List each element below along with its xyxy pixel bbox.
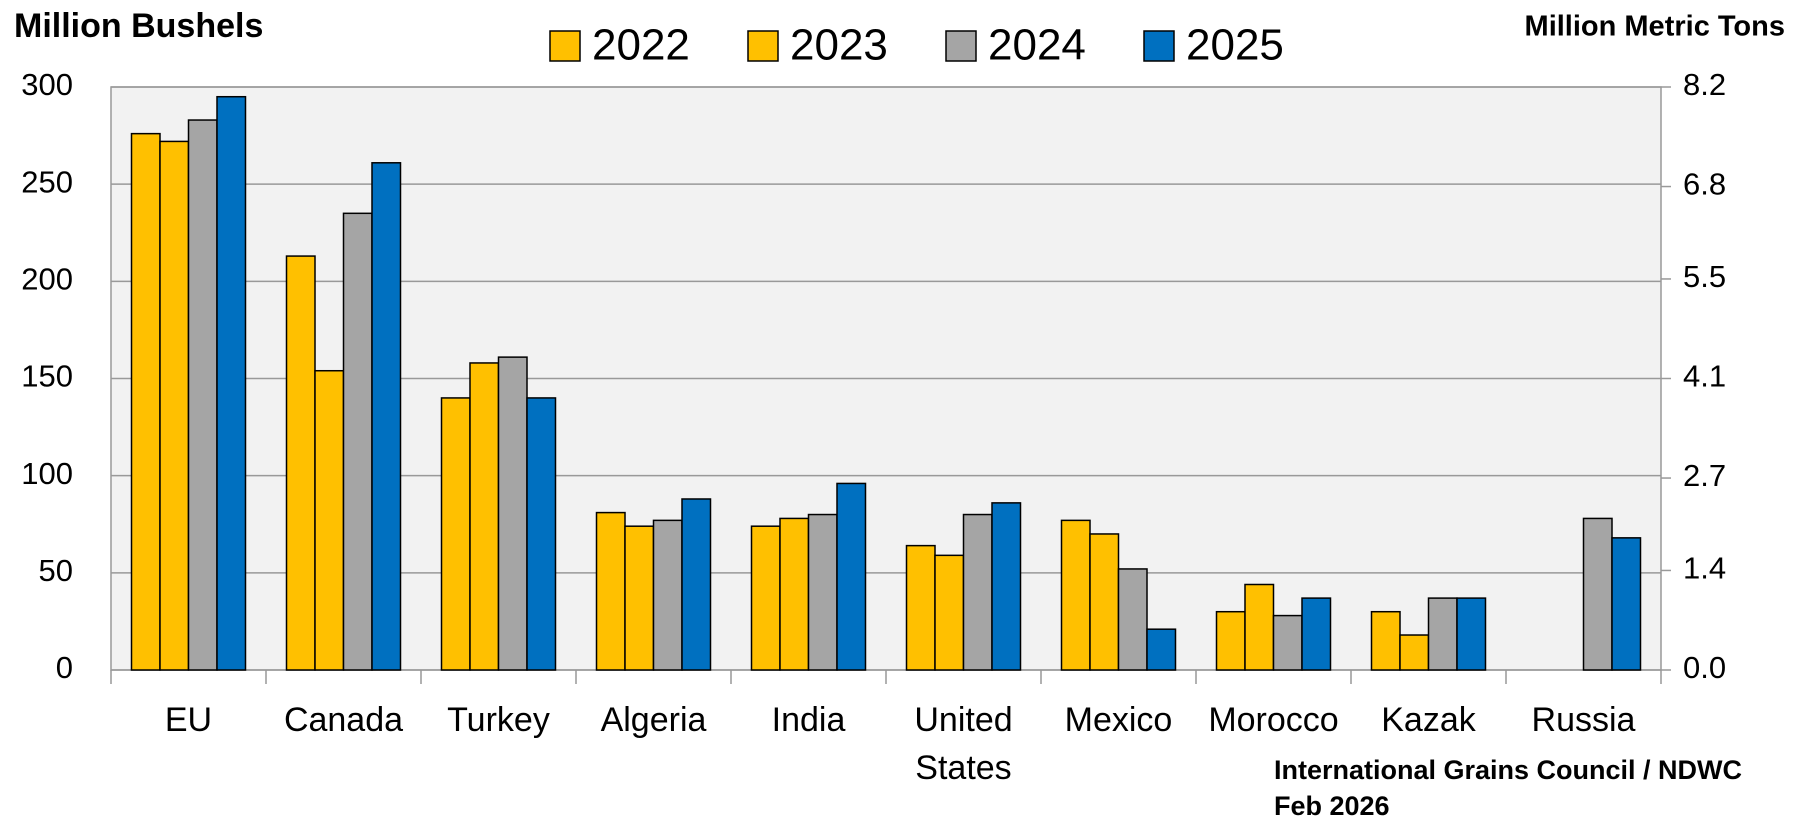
legend-label: 2025 (1186, 21, 1284, 70)
x-tick-label: Turkey (447, 701, 550, 739)
bar (1146, 628, 1177, 671)
bar (1060, 519, 1091, 671)
bar (1611, 537, 1642, 671)
bar (779, 517, 810, 671)
bar (1301, 597, 1332, 671)
y-tick-label: 150 (21, 359, 73, 394)
bar (1089, 533, 1120, 671)
bar (285, 255, 316, 671)
bar (1244, 583, 1275, 671)
bar (1370, 610, 1401, 671)
x-tick-label: India (771, 701, 846, 739)
x-tick-label: Canada (283, 701, 404, 739)
y2-axis-title: Million Metric Tons (1525, 11, 1785, 43)
bar (1427, 597, 1458, 671)
y-tick-label: 300 (21, 67, 73, 102)
bar (807, 513, 838, 671)
bar (681, 498, 712, 671)
y2-tick-label: 6.8 (1683, 167, 1726, 202)
bar (1582, 517, 1613, 671)
bar (1215, 610, 1246, 671)
legend-swatch (747, 30, 779, 62)
bar (342, 212, 373, 671)
y-tick-label: 0 (56, 650, 73, 685)
y2-tick-label: 2.7 (1683, 458, 1726, 493)
y-tick-label: 100 (21, 456, 73, 491)
y2-tick-label: 8.2 (1683, 67, 1726, 102)
legend-label: 2022 (592, 21, 690, 70)
bar (991, 502, 1022, 671)
y2-tick-label: 0.0 (1683, 650, 1726, 685)
y2-tick-label: 4.1 (1683, 359, 1726, 394)
y-axis-title: Million Bushels (14, 7, 263, 45)
bar (624, 525, 655, 671)
y2-tick-label: 1.4 (1683, 551, 1726, 586)
bar (962, 513, 993, 671)
bar (497, 356, 528, 671)
bar (750, 525, 781, 671)
legend-swatch (945, 30, 977, 62)
y-tick-label: 250 (21, 164, 73, 199)
bar (314, 369, 345, 671)
bar (1117, 568, 1148, 671)
bar (905, 544, 936, 671)
bar (1399, 634, 1430, 671)
legend-swatch (549, 30, 581, 62)
legend-label: 2023 (790, 21, 888, 70)
x-tick-label: Russia (1531, 701, 1636, 739)
bar (1456, 597, 1487, 671)
date-note: Feb 2026 (1274, 791, 1390, 821)
y2-tick-label: 5.5 (1683, 259, 1726, 294)
bar (836, 482, 867, 671)
x-tick-label: United States (914, 701, 1013, 787)
bar (934, 554, 965, 671)
x-tick-label: Morocco (1208, 701, 1339, 739)
legend-swatch (1143, 30, 1175, 62)
bar (469, 362, 500, 671)
bar (187, 119, 218, 671)
bar (652, 519, 683, 671)
bar (595, 511, 626, 671)
bar (440, 397, 471, 671)
y-tick-label: 200 (21, 262, 73, 297)
bar (526, 397, 557, 671)
x-tick-label: Algeria (600, 701, 707, 739)
legend-label: 2024 (988, 21, 1086, 70)
source-note: International Grains Council / NDWC (1274, 755, 1742, 785)
bar (130, 132, 161, 671)
x-tick-label: EU (164, 701, 213, 739)
bar (371, 162, 402, 671)
bar (216, 95, 247, 671)
x-tick-label: Mexico (1064, 701, 1173, 739)
y-tick-label: 50 (39, 553, 73, 588)
bar (159, 140, 190, 671)
bar (1272, 614, 1303, 671)
x-tick-label: Kazak (1381, 701, 1476, 739)
